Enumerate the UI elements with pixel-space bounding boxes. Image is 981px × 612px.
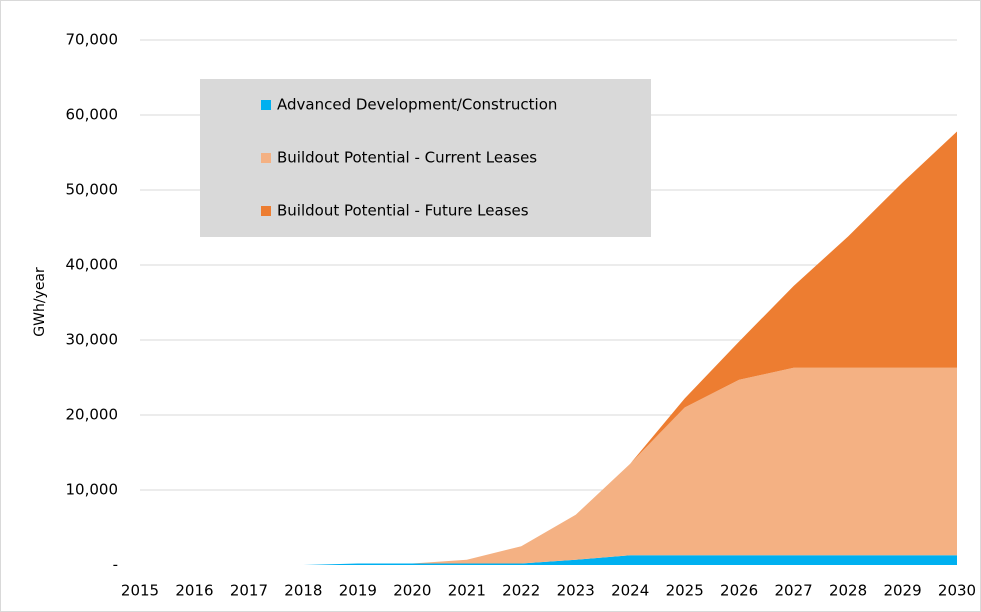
x-tick-label: 2016 xyxy=(175,582,213,600)
y-tick-label: 40,000 xyxy=(66,256,119,274)
area xyxy=(140,555,957,565)
x-tick-label: 2020 xyxy=(393,582,431,600)
legend-label: Advanced Development/Construction xyxy=(277,96,557,114)
x-tick-label: 2024 xyxy=(611,582,649,600)
y-tick-label: 30,000 xyxy=(66,331,119,349)
legend-swatch xyxy=(261,206,271,216)
x-tick-label: 2026 xyxy=(720,582,758,600)
legend-box xyxy=(200,79,651,237)
y-tick-label: 70,000 xyxy=(66,31,119,49)
x-tick-label: 2028 xyxy=(829,582,867,600)
x-tick-label: 2030 xyxy=(938,582,976,600)
legend-swatch xyxy=(261,153,271,163)
legend-label: Buildout Potential - Future Leases xyxy=(277,202,529,220)
legend-swatch xyxy=(261,100,271,110)
x-tick-label: 2019 xyxy=(339,582,377,600)
y-tick-label: 20,000 xyxy=(66,406,119,424)
x-tick-label: 2025 xyxy=(666,582,704,600)
x-tick-label: 2023 xyxy=(557,582,595,600)
x-tick-label: 2029 xyxy=(883,582,921,600)
area xyxy=(140,367,957,565)
y-axis-label: GWh/year xyxy=(32,267,48,337)
x-tick-label: 2021 xyxy=(448,582,486,600)
x-tick-label: 2015 xyxy=(121,582,159,600)
x-tick-label: 2027 xyxy=(775,582,813,600)
x-tick-label: 2022 xyxy=(502,582,540,600)
y-tick-label: - xyxy=(113,556,118,574)
area xyxy=(140,131,957,565)
legend-label: Buildout Potential - Current Leases xyxy=(277,149,537,167)
y-tick-label: 50,000 xyxy=(66,181,119,199)
x-tick-label: 2018 xyxy=(284,582,322,600)
x-tick-label: 2017 xyxy=(230,582,268,600)
y-tick-label: 60,000 xyxy=(66,106,119,124)
y-tick-label: 10,000 xyxy=(66,481,119,499)
